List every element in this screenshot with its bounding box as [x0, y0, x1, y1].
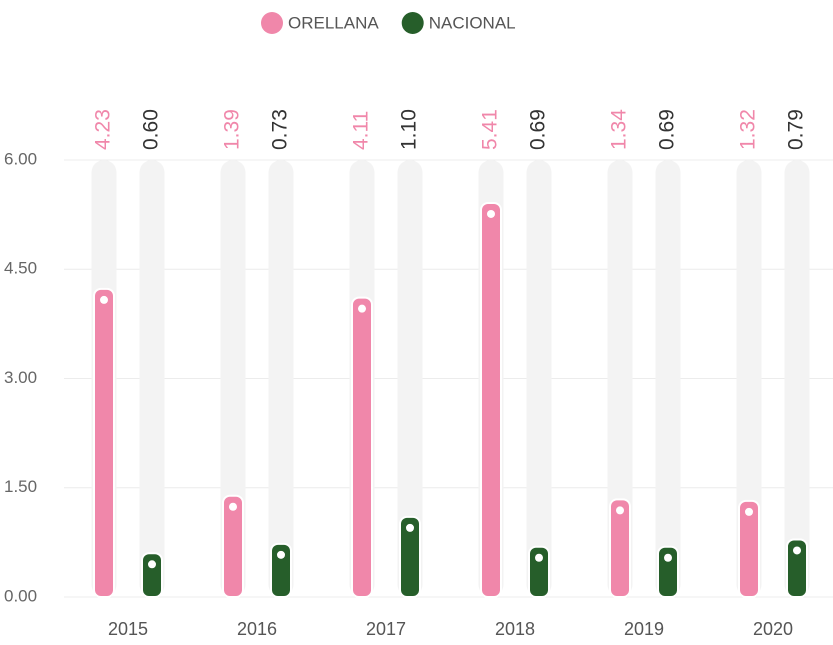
data-label: 0.69: [656, 109, 679, 150]
bar: [738, 499, 760, 598]
data-label: 0.60: [140, 109, 163, 150]
bar-dot: [277, 550, 285, 559]
bar: [528, 545, 550, 598]
bar-dot: [745, 507, 753, 516]
x-tick-label: 2018: [495, 619, 535, 639]
data-label: 5.41: [479, 109, 502, 150]
y-tick-label: 3.00: [4, 368, 37, 387]
data-label: 1.10: [398, 109, 421, 150]
bar-dot: [793, 546, 801, 555]
bar-track: [784, 160, 810, 597]
data-label: 1.39: [221, 109, 244, 150]
bar: [786, 538, 808, 599]
data-label: 4.11: [350, 111, 373, 150]
bar: [93, 287, 115, 598]
bar-dot: [406, 523, 414, 532]
legend-marker: [401, 12, 424, 34]
bar-track: [268, 160, 294, 597]
data-label: 1.34: [608, 109, 631, 150]
bar: [657, 545, 679, 598]
bar: [222, 494, 244, 598]
bar-dot: [100, 295, 108, 304]
bar-track: [736, 160, 762, 597]
data-label: 1.32: [737, 109, 760, 150]
x-tick-label: 2017: [366, 619, 406, 639]
bar: [480, 201, 502, 598]
bar-dot: [229, 502, 237, 511]
data-label: 0.73: [269, 109, 292, 150]
bar-dot: [616, 506, 624, 515]
bar-track: [607, 160, 633, 597]
bar-track: [397, 160, 423, 597]
bar-track: [526, 160, 552, 597]
bar-dot: [358, 304, 366, 313]
data-label: 0.79: [785, 109, 808, 150]
bar-dot: [535, 553, 543, 562]
bar-track: [655, 160, 681, 597]
bar: [141, 552, 163, 598]
bar-dot: [664, 553, 672, 562]
x-tick-label: 2015: [108, 619, 148, 639]
y-tick-label: 4.50: [4, 259, 37, 278]
y-tick-label: 0.00: [4, 586, 37, 605]
bar-track: [220, 160, 246, 597]
bar: [270, 542, 292, 598]
y-tick-label: 1.50: [4, 477, 37, 496]
legend-label: ORELLANA: [288, 13, 379, 32]
y-tick-label: 6.00: [4, 149, 37, 168]
bar-dot: [487, 209, 495, 218]
x-tick-label: 2019: [624, 619, 664, 639]
data-label: 0.69: [527, 109, 550, 150]
bar: [351, 296, 373, 598]
legend-marker: [261, 12, 283, 34]
bar: [399, 515, 421, 599]
x-tick-label: 2020: [753, 619, 793, 639]
data-label: 4.23: [92, 109, 115, 150]
bar-track: [139, 160, 165, 597]
x-tick-label: 2016: [237, 619, 277, 639]
legend-label: NACIONAL: [429, 13, 516, 32]
bar: [609, 498, 631, 598]
bar-dot: [148, 560, 156, 569]
